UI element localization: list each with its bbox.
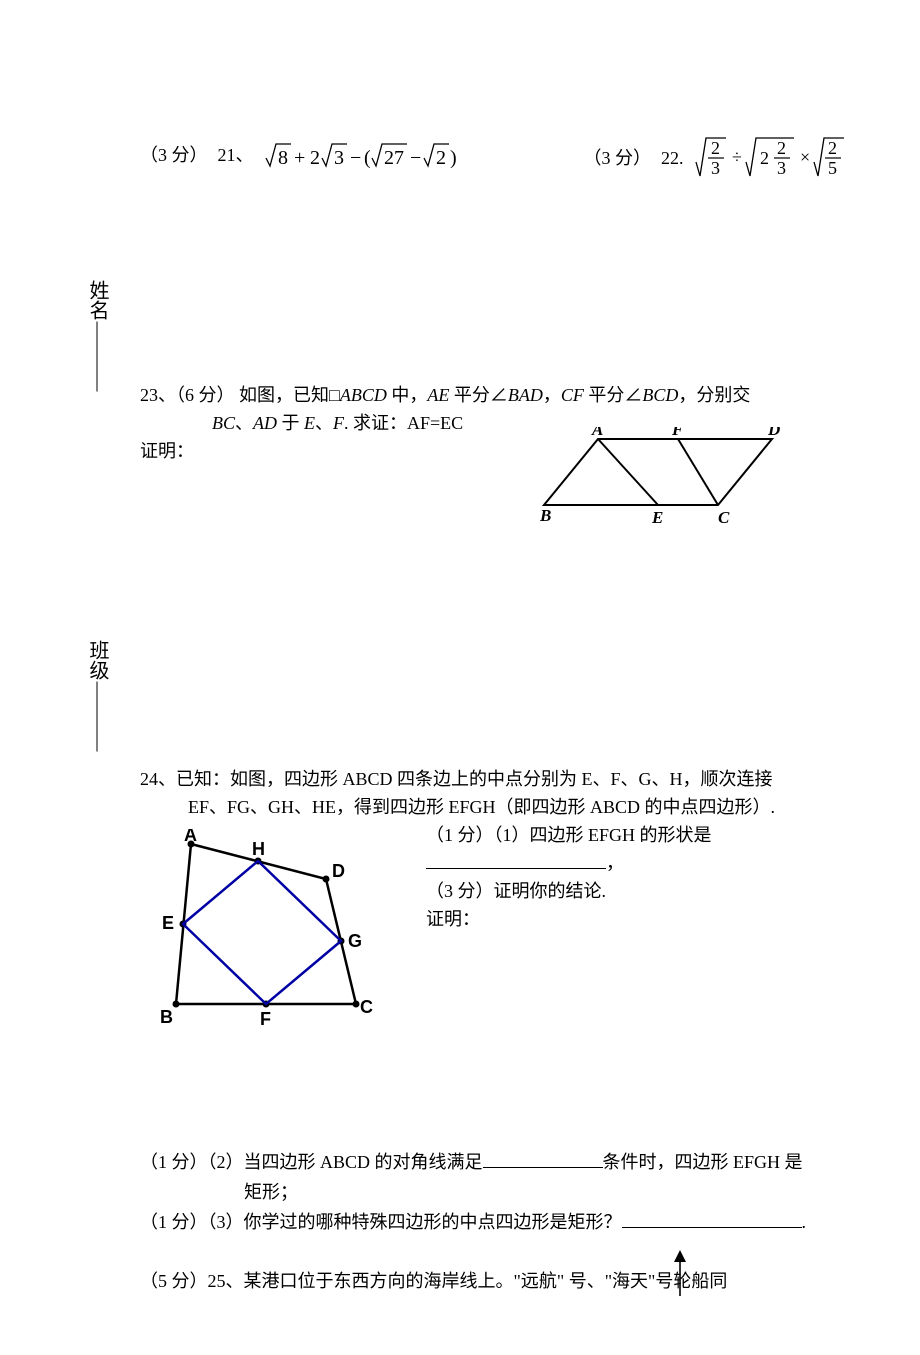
svg-text:÷: ÷	[732, 147, 742, 167]
svg-text:A: A	[591, 427, 603, 439]
q24-line2: EF、FG、GH、HE，得到四边形 EFGH（即四边形 ABCD 的中点四边形）…	[140, 793, 830, 821]
q21-points: （3 分）	[140, 145, 208, 165]
svg-text:D: D	[332, 861, 345, 881]
svg-text:G: G	[348, 931, 362, 951]
svg-text:×: ×	[800, 147, 810, 167]
svg-text:F: F	[260, 1009, 271, 1029]
blank-special-quad[interactable]	[622, 1227, 802, 1228]
svg-text:B: B	[160, 1007, 173, 1027]
svg-text:F: F	[671, 427, 684, 439]
q22-formula: 2 3 ÷ 2 2 3 ×	[694, 130, 884, 191]
q21-sqrt-d: 2	[436, 147, 446, 169]
q24-line1: 24、已知：如图，四边形 ABCD 四条边上的中点分别为 E、F、G、H，顺次连…	[140, 765, 830, 793]
q24-sub4: （1 分）（3）你学过的哪种特殊四边形的中点四边形是矩形？.	[140, 1207, 830, 1237]
q24-sub3-line1: （1 分）（2）当四边形 ABCD 的对角线满足条件时，四边形 EFGH 是	[140, 1147, 830, 1177]
q21-sqrt-a: 8	[278, 147, 288, 169]
sidebar-class-label: 班级	[62, 640, 132, 681]
blank-condition[interactable]	[483, 1167, 603, 1168]
q22-points: （3 分）	[584, 148, 652, 168]
q22-md: 3	[777, 158, 786, 178]
q22-f1n: 2	[711, 138, 720, 158]
q24-sub1: （1 分）（1）四边形 EFGH 的形状是，	[426, 821, 766, 877]
svg-text:A: A	[184, 829, 197, 845]
q24-proof-label: 证明：	[426, 905, 766, 933]
sidebar-name-label: 姓名	[62, 280, 132, 321]
row-q21-q22: （3 分） 21、 8 + 2 3 − ( 27 −	[140, 130, 830, 191]
class-underline	[97, 682, 98, 752]
q22-f3n: 2	[828, 138, 837, 158]
q23-line1: 23、（6 分） 如图，已知□ABCD 中，AE 平分∠BAD，CF 平分∠BC…	[140, 381, 830, 409]
q24-sub2: （3 分）证明你的结论.	[426, 877, 766, 905]
name-label-text: 姓名	[86, 280, 108, 320]
svg-text:B: B	[540, 506, 551, 525]
q23-figure: A F D B E C	[540, 427, 790, 535]
q21-sqrt-c: 27	[384, 147, 404, 169]
q22-number: 22.	[661, 148, 684, 168]
svg-text:E: E	[651, 508, 663, 527]
q22-f3d: 5	[828, 158, 837, 178]
blank-shape[interactable]	[426, 868, 606, 869]
svg-text:−: −	[350, 147, 361, 169]
q22-f1d: 3	[711, 158, 720, 178]
q22-mi: 2	[760, 148, 769, 168]
question-21: （3 分） 21、 8 + 2 3 − ( 27 −	[140, 130, 484, 185]
svg-text:−: −	[410, 147, 421, 169]
class-label-text: 班级	[86, 640, 108, 680]
north-arrow-icon	[670, 1250, 690, 1303]
svg-text:): )	[450, 147, 457, 169]
q24-subquestions: （1 分）（2）当四边形 ABCD 的对角线满足条件时，四边形 EFGH 是 矩…	[140, 1147, 830, 1237]
q21-number: 21、	[218, 145, 254, 165]
svg-text:(: (	[364, 147, 371, 169]
question-23: 23、（6 分） 如图，已知□ABCD 中，AE 平分∠BAD，CF 平分∠BC…	[140, 381, 830, 465]
question-25: （5 分）25、某港口位于东西方向的海岸线上。"远航" 号、"海天"号轮船同	[140, 1267, 830, 1295]
q24-right-column: （1 分）（1）四边形 EFGH 的形状是， （3 分）证明你的结论. 证明：	[386, 821, 766, 933]
svg-text:C: C	[718, 508, 730, 527]
q24-sub3-line2: 矩形；	[140, 1177, 830, 1207]
q24-figure: A H D E G B F C	[156, 829, 386, 1037]
svg-text:+: +	[294, 147, 305, 169]
svg-text:D: D	[767, 427, 780, 439]
question-22: （3 分） 22. 2 3 ÷ 2 2	[584, 130, 884, 191]
svg-text:C: C	[360, 997, 373, 1017]
svg-text:E: E	[162, 913, 174, 933]
q21-sqrt-b: 3	[334, 147, 344, 169]
name-underline	[97, 322, 98, 392]
q22-mn: 2	[777, 138, 786, 158]
question-24: 24、已知：如图，四边形 ABCD 四条边上的中点分别为 E、F、G、H，顺次连…	[140, 765, 830, 1295]
q21-coef-b: 2	[310, 147, 320, 169]
svg-text:H: H	[252, 839, 265, 859]
q21-formula: 8 + 2 3 − ( 27 − 2 )	[264, 130, 484, 185]
